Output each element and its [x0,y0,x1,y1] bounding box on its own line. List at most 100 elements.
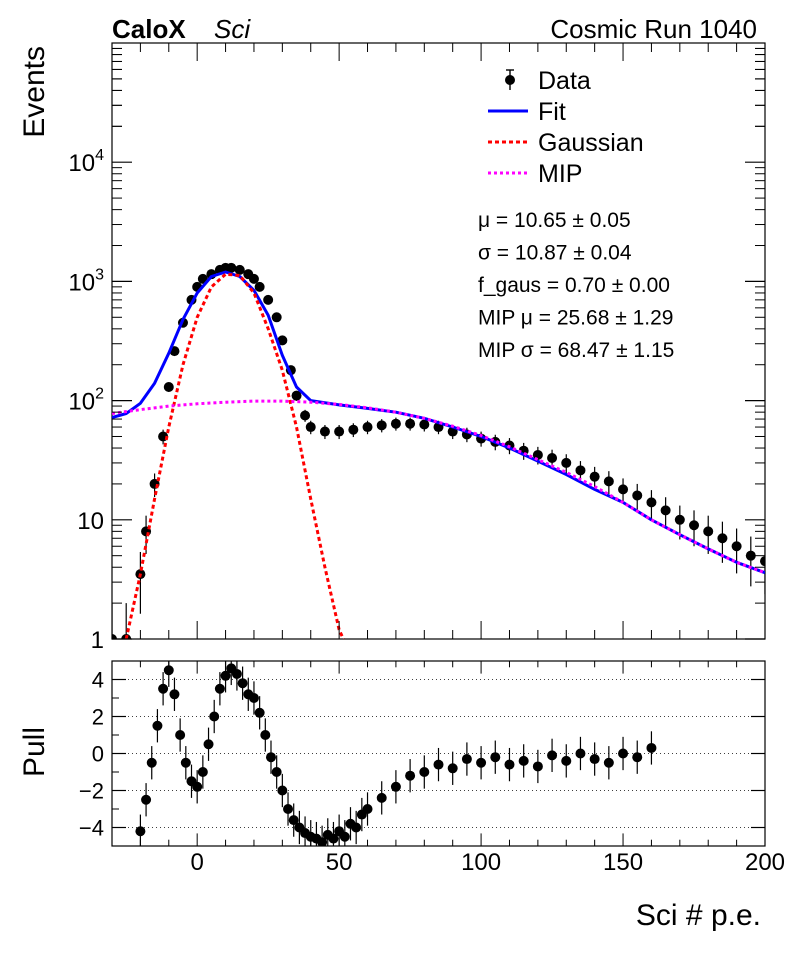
fit-parameter-text: μ = 10.65 ± 0.05 [478,209,631,232]
run-label: Cosmic Run 1040 [550,14,757,44]
pull-point-marker [390,781,401,792]
pull-point-marker [146,757,157,768]
fit-parameter-text: MIP σ = 68.47 ± 1.15 [478,339,674,362]
data-point-marker [547,452,558,463]
data-point-marker [226,262,237,273]
data-point [561,454,572,474]
pull-point [237,666,248,700]
pull-point-marker [547,750,558,761]
data-point [271,312,282,323]
data-point [319,425,330,440]
pull-point [141,783,152,817]
pull-point [175,718,186,752]
data-point-marker [632,490,643,501]
pull-point-marker [158,683,169,694]
pull-point [180,746,191,780]
pull-point [575,736,586,771]
data-point [745,536,756,587]
pull-point-marker [490,752,501,763]
pull-point-marker [351,822,362,833]
data-point-marker [334,426,345,437]
data-point [660,497,671,528]
data-point [376,419,387,433]
data-point [263,294,274,305]
pull-point-marker [271,767,282,777]
pull-point [169,677,180,711]
pull-point [158,672,169,706]
data-point-marker [618,484,629,495]
data-point-marker [674,514,685,525]
pull-point [288,803,299,837]
legend-entry-fit: Fit [488,98,566,126]
data-point-marker [561,457,572,468]
data-point-marker [760,556,765,567]
pull-point [461,742,472,776]
data-point-marker [745,550,756,561]
x-tick-label: 200 [745,849,785,876]
data-point-marker [376,420,387,431]
legend-swatch-marker [505,75,515,85]
pull-point [283,792,294,826]
pull-point [231,661,242,691]
legend-label: Gaussian [538,129,644,157]
pull-point-marker [618,748,629,759]
main-y-tick-label: 104 [68,147,104,177]
pull-point-marker [260,730,271,740]
data-point-marker [271,312,282,323]
pull-point [351,810,362,845]
data-point [419,418,430,432]
pull-point [476,746,487,780]
pull-point-marker [461,754,472,765]
pull-point [328,821,339,846]
pull-point [532,749,543,784]
pull-point [214,672,225,706]
legend-entry-mip: MIP [488,160,582,188]
data-point [234,264,245,275]
x-tick-label: 100 [461,849,501,876]
pull-point [209,699,220,734]
data-point-marker [348,424,359,435]
data-point [163,382,174,393]
pull-point-marker [197,767,208,777]
data-point [362,420,373,435]
pull-point [405,759,416,793]
pull-point-marker [135,826,146,837]
pull-point [339,820,350,846]
pull-y-tick-label: 2 [92,705,104,730]
data-point [632,483,643,511]
pull-point [197,755,208,789]
data-point-marker [603,476,614,487]
main-plot-panel: 1 10 102 103 104 Events [18,42,766,654]
data-point [589,466,600,489]
pull-point [390,770,401,804]
data-point-marker [419,419,430,430]
data-point [112,603,117,639]
pull-point-marker [169,689,180,700]
pull-point [271,755,282,789]
pull-point [265,740,276,774]
pull-point-marker [283,804,294,814]
pull-point-marker [561,755,572,766]
data-point-marker [163,382,174,393]
pull-point-marker [214,683,225,694]
pull-point-marker [192,781,203,792]
pull-point [447,751,458,785]
pull-y-tick-label: 0 [92,742,104,767]
pull-point [248,681,259,715]
pull-point-marker [433,759,444,770]
pull-point [376,781,387,815]
data-point-marker [263,294,274,305]
pull-point-marker [575,748,586,759]
main-y-tick-label: 102 [68,386,104,416]
pull-point [518,744,529,778]
gaussian-curve [124,272,345,639]
data-point [334,425,345,440]
data-point-marker [300,410,311,421]
legend-label: MIP [538,160,582,188]
pull-point [603,746,614,780]
data-point-marker [405,418,416,429]
data-point-marker [703,526,714,537]
data-point-marker [646,497,657,508]
pull-y-tick-label: 4 [92,668,104,693]
legend-entry-data: Data [505,67,591,95]
